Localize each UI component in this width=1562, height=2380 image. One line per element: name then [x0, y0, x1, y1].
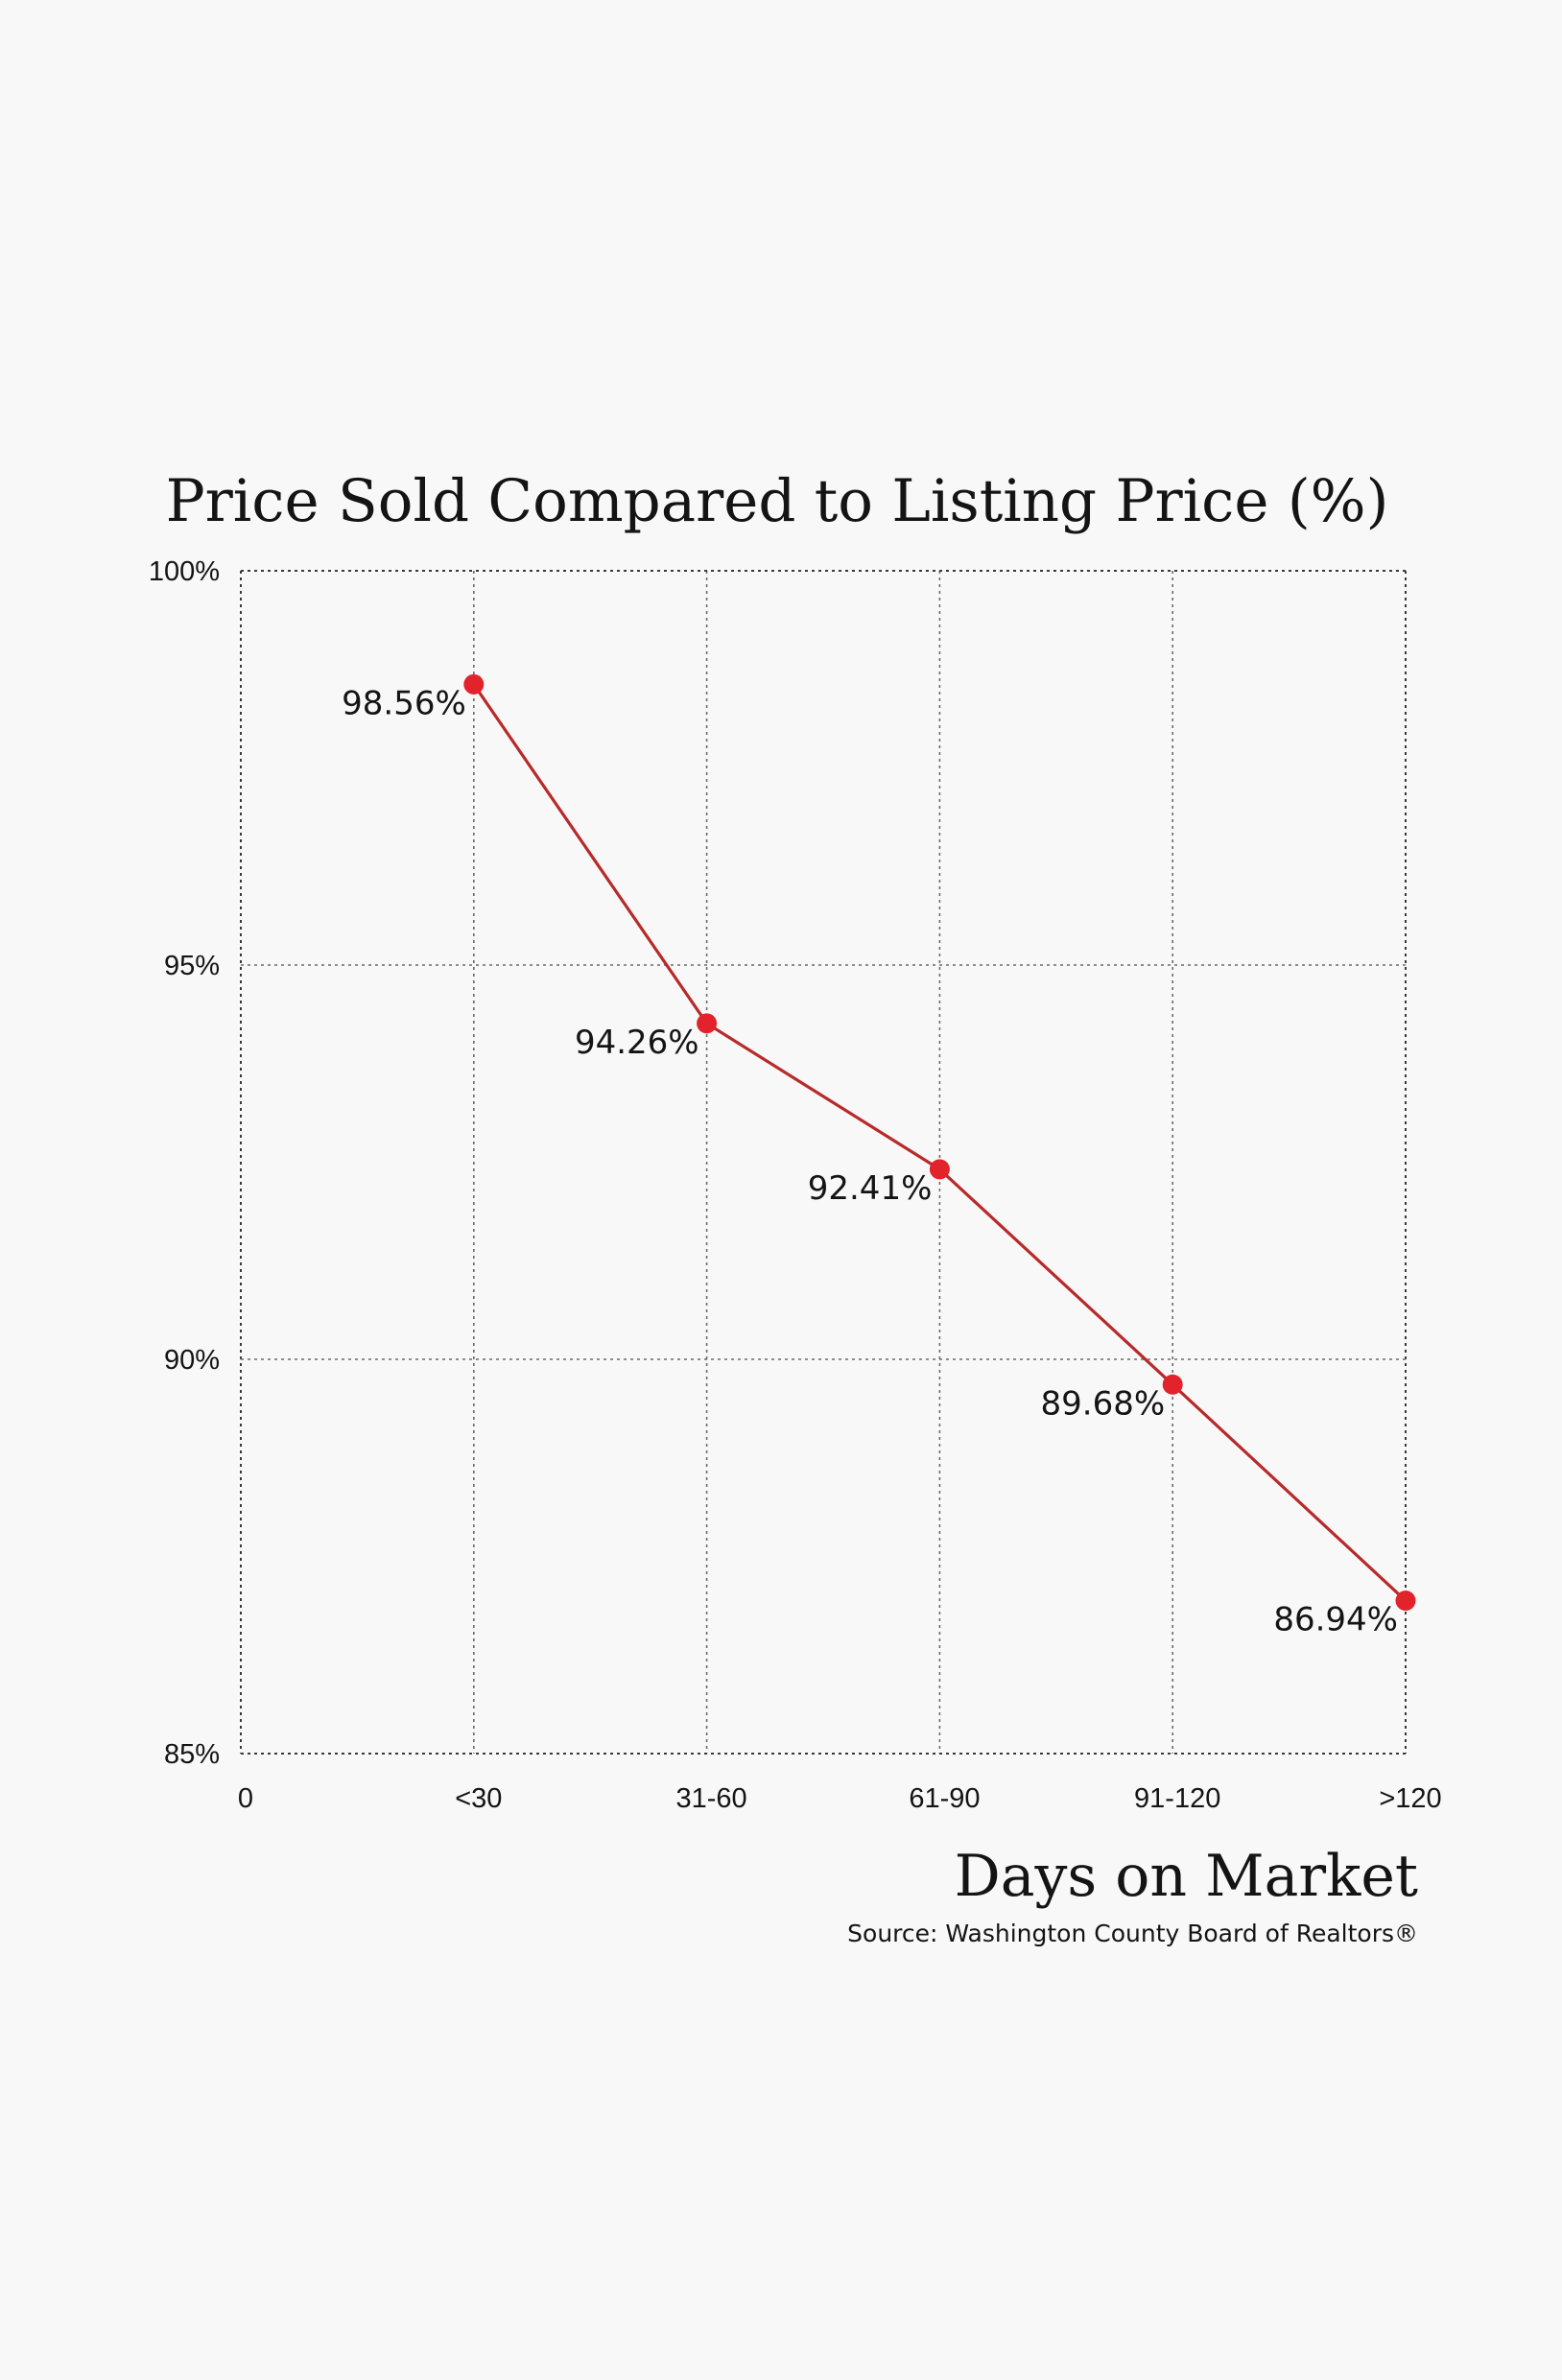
- y-axis-tick-labels: 85% 90% 95% 100%: [149, 556, 220, 1770]
- chart-title: Price Sold Compared to Listing Price (%): [166, 467, 1389, 535]
- data-label: 94.26%: [575, 1024, 699, 1062]
- x-tick-label: 0: [238, 1783, 253, 1814]
- data-series: 98.56% 94.26% 92.41% 89.68% 86.94%: [342, 673, 1416, 1639]
- x-tick-label: 91-120: [1134, 1783, 1220, 1814]
- data-point-marker: [929, 1159, 950, 1180]
- x-axis-tick-labels: 0 <30 31-60 61-90 91-120 >120: [238, 1783, 1442, 1814]
- y-tick-label: 90%: [164, 1345, 220, 1376]
- x-tick-label: 61-90: [909, 1783, 980, 1814]
- x-tick-label: >120: [1379, 1783, 1441, 1814]
- data-point-marker: [697, 1013, 718, 1034]
- grid: [240, 570, 1407, 1755]
- data-point-marker: [1395, 1591, 1416, 1612]
- y-tick-label: 100%: [149, 556, 220, 587]
- data-label: 89.68%: [1041, 1384, 1166, 1423]
- x-axis-title: Days on Market: [955, 1843, 1418, 1910]
- data-label: 86.94%: [1273, 1601, 1398, 1639]
- y-tick-label: 95%: [164, 951, 220, 981]
- y-tick-label: 85%: [164, 1739, 220, 1770]
- data-point-marker: [1162, 1374, 1183, 1395]
- data-label: 92.41%: [808, 1169, 933, 1208]
- data-point-marker: [463, 673, 485, 695]
- x-tick-label: 31-60: [676, 1783, 747, 1814]
- source-note: Source: Washington County Board of Realt…: [847, 1920, 1418, 1947]
- data-label: 98.56%: [342, 684, 466, 722]
- x-tick-label: <30: [455, 1783, 502, 1814]
